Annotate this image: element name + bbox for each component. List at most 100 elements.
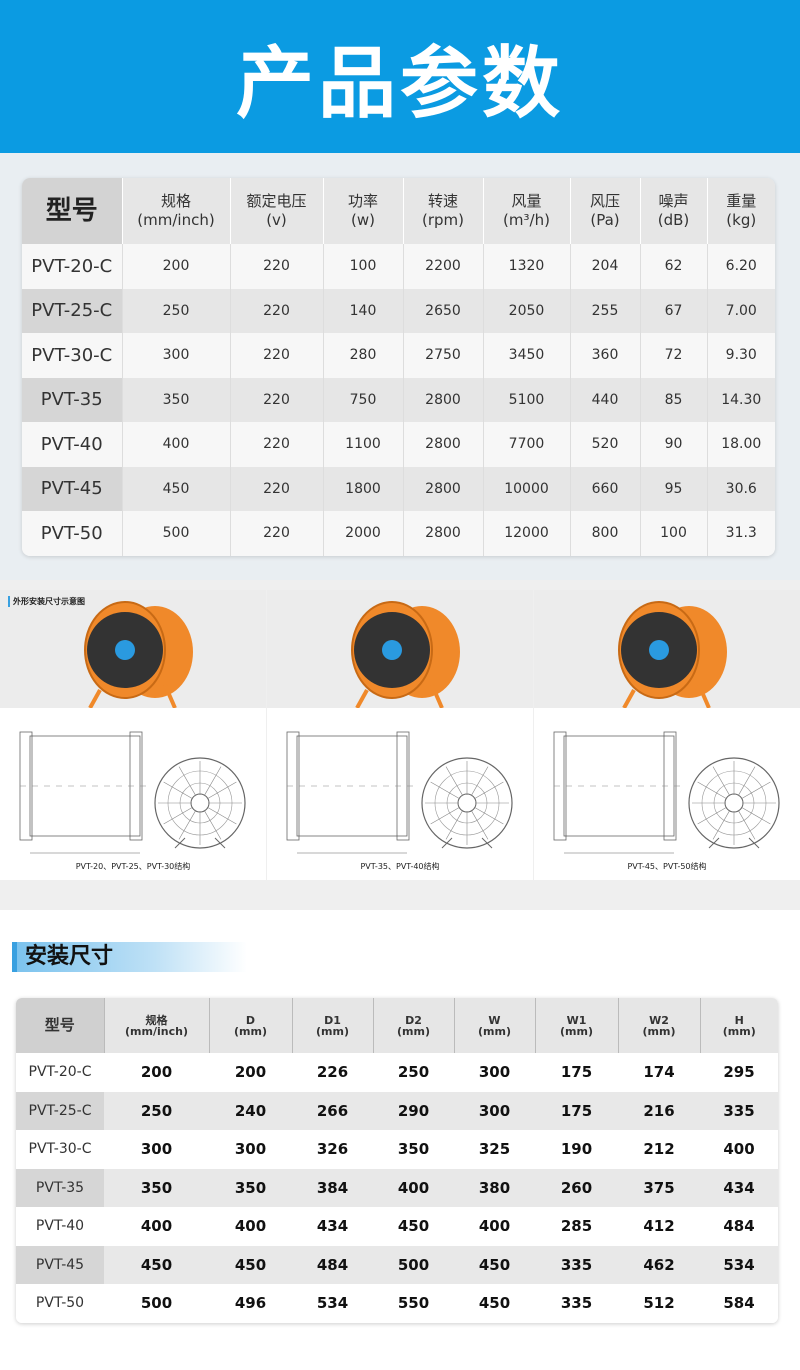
value-cell: 450 (454, 1245, 535, 1284)
diagram-caption: PVT-45、PVT-50结构 (627, 862, 707, 871)
value-cell: 300 (454, 1091, 535, 1130)
value-cell: 31.3 (706, 511, 775, 556)
value-cell: 450 (373, 1207, 454, 1246)
diagram-panel: PVT-20、PVT-25、PVT-30结构 (0, 590, 266, 880)
value-cell: 255 (569, 288, 640, 333)
header-text: 风量 (511, 192, 542, 210)
header-text: (mm) (560, 1024, 593, 1038)
value-cell: 584 (700, 1284, 778, 1323)
table-row: PVT-20-C 200 220 100 2200 1320 204 62 6.20 (22, 244, 775, 289)
value-cell: 266 (292, 1091, 373, 1130)
value-cell: 67 (639, 288, 707, 333)
model-cell: PVT-50 (16, 1284, 104, 1323)
model-cell: PVT-40 (22, 422, 122, 467)
fan-image (618, 601, 727, 709)
table-row: PVT-50 500 496 534 550 450 335 512 584 (16, 1284, 778, 1323)
column-header: 转速 (rpm) (402, 178, 483, 244)
header-text: 规格 (160, 192, 191, 210)
value-cell: 175 (535, 1091, 618, 1130)
table-row: PVT-35 350 350 384 400 380 260 375 434 (16, 1168, 778, 1207)
column-header: H (mm) (699, 998, 778, 1053)
header-text: (v) (266, 211, 287, 229)
value-cell: 484 (292, 1245, 373, 1284)
value-cell: 200 (104, 1053, 209, 1092)
value-cell: 290 (373, 1091, 454, 1130)
value-cell: 5100 (482, 377, 570, 422)
value-cell: 450 (209, 1245, 292, 1284)
header-text: (mm) (478, 1024, 511, 1038)
value-cell: 384 (292, 1168, 373, 1207)
model-cell: PVT-50 (22, 511, 122, 556)
value-cell: 18.00 (706, 422, 775, 467)
value-cell: 412 (618, 1207, 700, 1246)
value-cell: 335 (700, 1091, 778, 1130)
value-cell: 434 (292, 1207, 373, 1246)
value-cell: 534 (292, 1284, 373, 1323)
value-cell: 285 (535, 1207, 618, 1246)
value-cell: 2650 (402, 288, 483, 333)
header-text: (mm) (722, 1024, 756, 1038)
value-cell: 440 (569, 377, 640, 422)
value-cell: 400 (104, 1207, 209, 1246)
header-text: W (488, 1013, 501, 1027)
value-cell: 550 (373, 1284, 454, 1323)
value-cell: 2800 (402, 422, 483, 467)
value-cell: 520 (569, 422, 640, 467)
header-text: D2 (405, 1013, 422, 1027)
value-cell: 90 (639, 422, 707, 467)
model-cell: PVT-20-C (16, 1053, 104, 1092)
page-title: 产品参数 (235, 38, 564, 129)
diagram-title: 外形安装尺寸示意图 (8, 596, 85, 607)
header-text: (dB) (657, 211, 690, 229)
value-cell: 30.6 (706, 466, 775, 511)
value-cell: 250 (121, 288, 230, 333)
value-cell: 14.30 (706, 377, 775, 422)
table-row: PVT-25-C 250 220 140 2650 2050 255 67 7.00 (22, 288, 775, 333)
value-cell: 360 (569, 333, 640, 378)
value-cell: 7700 (482, 422, 570, 467)
technical-drawing: PVT-35、PVT-40结构 (267, 708, 533, 880)
value-cell: 220 (229, 511, 323, 556)
value-cell: 175 (535, 1053, 618, 1092)
header-text: (mm) (316, 1024, 349, 1038)
column-header: 重量 (kg) (706, 178, 775, 244)
value-cell: 260 (535, 1168, 618, 1207)
value-cell: 220 (229, 288, 323, 333)
value-cell: 200 (209, 1053, 292, 1092)
value-cell: 380 (454, 1168, 535, 1207)
header-text: W2 (649, 1013, 669, 1027)
value-cell: 85 (639, 377, 707, 422)
header-text: (rpm) (421, 211, 464, 229)
value-cell: 200 (121, 244, 230, 289)
header-text: (mm) (234, 1024, 267, 1038)
fan-drawing (553, 731, 780, 854)
value-cell: 300 (454, 1053, 535, 1092)
value-cell: 335 (535, 1245, 618, 1284)
value-cell: 2800 (402, 466, 483, 511)
install-size-title: 安装尺寸 (12, 942, 247, 972)
value-cell: 1320 (482, 244, 570, 289)
value-cell: 72 (639, 333, 707, 378)
dimension-diagrams: 外形安装尺寸示意图 PVT-20、PVT-25、PVT-30结构 PVT-35、… (0, 580, 800, 910)
header-text: 型号 (44, 1016, 75, 1034)
model-cell: PVT-25-C (22, 288, 122, 333)
value-cell: 295 (700, 1053, 778, 1092)
value-cell: 335 (535, 1284, 618, 1323)
model-cell: PVT-20-C (22, 244, 122, 289)
diagram-panel: PVT-45、PVT-50结构 (534, 590, 800, 880)
value-cell: 140 (322, 288, 403, 333)
fan-image (84, 601, 193, 709)
value-cell: 1800 (322, 466, 403, 511)
value-cell: 462 (618, 1245, 700, 1284)
header-text: H (734, 1013, 744, 1027)
column-header: D2 (mm) (372, 998, 454, 1053)
value-cell: 350 (209, 1168, 292, 1207)
value-cell: 250 (373, 1053, 454, 1092)
fan-drawing (19, 731, 246, 854)
value-cell: 220 (229, 466, 323, 511)
column-header: 型号 (22, 178, 122, 244)
header-text: 转速 (427, 192, 458, 210)
column-header: 功率 (w) (322, 178, 403, 244)
value-cell: 496 (209, 1284, 292, 1323)
value-cell: 500 (121, 511, 230, 556)
